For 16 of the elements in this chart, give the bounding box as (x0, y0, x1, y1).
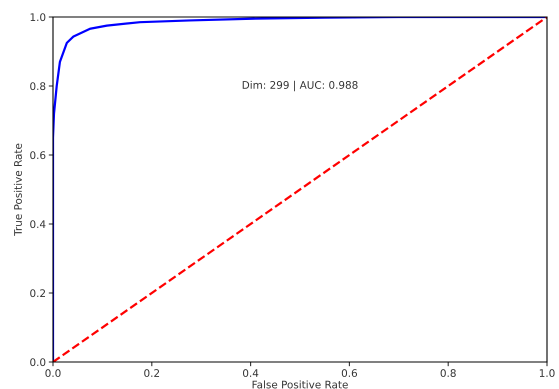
y-tick-label: 0.4 (30, 220, 46, 228)
x-tick-label: 1.0 (540, 369, 555, 378)
y-tick-label: 0.2 (30, 289, 46, 298)
y-tick-label: 1.0 (30, 13, 46, 22)
annotation: Dim: 299 | AUC: 0.988 (242, 80, 358, 92)
x-tick-label: 0.0 (45, 369, 61, 378)
x-tick-label: 0.4 (243, 369, 258, 378)
line-series (53, 17, 547, 362)
y-tick-label: 0.0 (30, 358, 46, 366)
y-tick-label: 0.8 (30, 82, 46, 90)
x-axis-title: False Positive Rate (252, 380, 348, 388)
x-tick-label: 0.6 (342, 369, 358, 378)
y-tick-label: 0.6 (30, 151, 46, 160)
x-tick-label: 0.2 (144, 369, 160, 378)
y-axis-title: True Positive Rate (14, 144, 22, 236)
x-tick-label: 0.8 (440, 369, 456, 378)
